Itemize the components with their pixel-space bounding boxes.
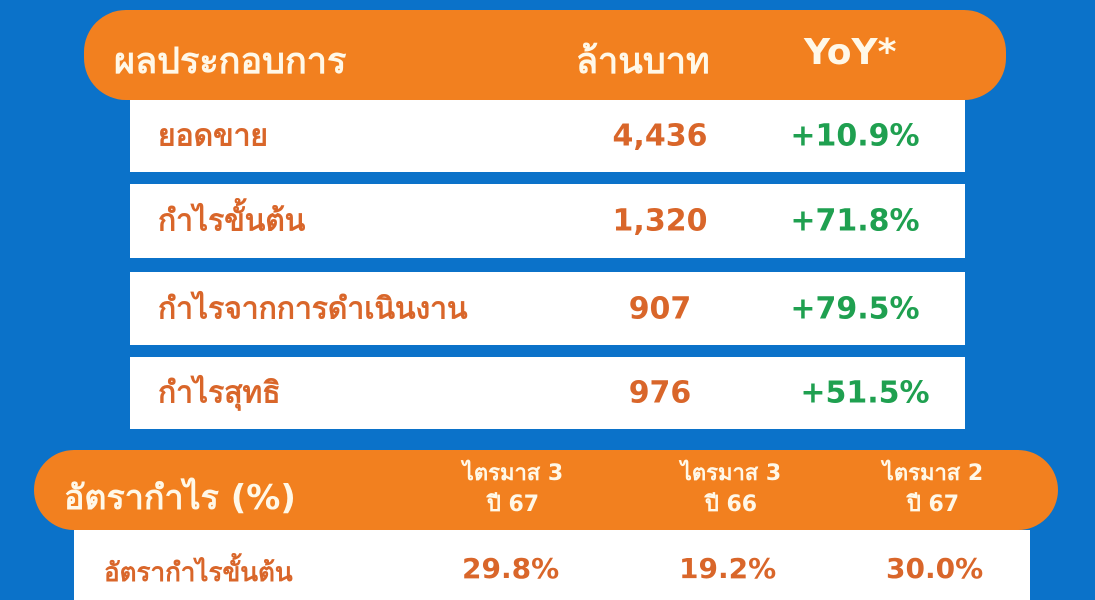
row-yoy: +51.5%: [800, 375, 930, 411]
table-row: กำไรจากการดำเนินงาน 907 +79.5%: [130, 272, 965, 345]
col-header-line: ปี 66: [704, 492, 758, 517]
value-q2-67: 30.0%: [886, 552, 984, 585]
row-value: 907: [628, 291, 692, 326]
row-label: กำไรขั้นต้น: [158, 203, 306, 239]
row-value: 976: [628, 375, 692, 411]
margins-title: อัตรากำไร (%): [64, 478, 296, 518]
table-row: ยอดขาย 4,436 +10.9%: [130, 100, 965, 172]
col-header-q2-67: ไตรมาส 2 ปี 67: [848, 458, 1018, 520]
performance-header: ผลประกอบการ ล้านบาท YoY*: [84, 10, 1006, 100]
col-header-q3-67: ไตรมาส 3 ปี 67: [428, 458, 598, 520]
col-header-line: ปี 67: [906, 492, 960, 517]
row-label: อัตรากำไรขั้นต้น: [104, 558, 293, 588]
col-header-line: ปี 67: [486, 492, 540, 517]
col-header-q3-66: ไตรมาส 3 ปี 66: [646, 458, 816, 520]
row-label: ยอดขาย: [158, 118, 269, 154]
row-label: กำไรจากการดำเนินงาน: [158, 291, 468, 326]
value-q3-67: 29.8%: [462, 552, 560, 585]
table-row: อัตรากำไรขั้นต้น 29.8% 19.2% 30.0%: [74, 530, 1030, 600]
table-row: กำไรสุทธิ 976 +51.5%: [130, 357, 965, 429]
col-header-line: ไตรมาส 3: [462, 461, 564, 486]
yoy-header: YoY*: [804, 32, 897, 73]
value-q3-66: 19.2%: [679, 552, 777, 585]
row-yoy: +10.9%: [790, 118, 920, 154]
table-row: กำไรขั้นต้น 1,320 +71.8%: [130, 184, 965, 258]
margins-header: อัตรากำไร (%) ไตรมาส 3 ปี 67 ไตรมาส 3 ปี 6…: [34, 450, 1058, 530]
row-value: 1,320: [612, 203, 708, 239]
col-header-line: ไตรมาส 2: [882, 461, 984, 486]
col-header-line: ไตรมาส 3: [680, 461, 782, 486]
performance-title: ผลประกอบการ: [114, 41, 347, 82]
row-value: 4,436: [612, 118, 708, 154]
row-yoy: +79.5%: [790, 291, 920, 326]
unit-header: ล้านบาท: [576, 41, 710, 82]
row-label: กำไรสุทธิ: [158, 375, 281, 411]
row-yoy: +71.8%: [790, 203, 920, 239]
